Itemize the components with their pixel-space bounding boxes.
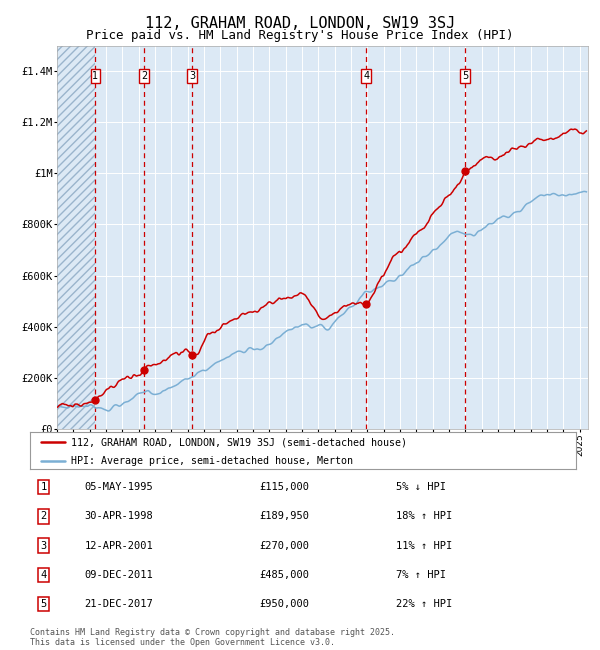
Text: 112, GRAHAM ROAD, LONDON, SW19 3SJ: 112, GRAHAM ROAD, LONDON, SW19 3SJ: [145, 16, 455, 31]
Text: 05-MAY-1995: 05-MAY-1995: [85, 482, 154, 492]
Text: 4: 4: [363, 72, 370, 81]
Text: 2: 2: [41, 512, 47, 521]
Text: 112, GRAHAM ROAD, LONDON, SW19 3SJ (semi-detached house): 112, GRAHAM ROAD, LONDON, SW19 3SJ (semi…: [71, 437, 407, 447]
Text: HPI: Average price, semi-detached house, Merton: HPI: Average price, semi-detached house,…: [71, 456, 353, 466]
Text: Contains HM Land Registry data © Crown copyright and database right 2025.
This d: Contains HM Land Registry data © Crown c…: [30, 628, 395, 647]
Text: 30-APR-1998: 30-APR-1998: [85, 512, 154, 521]
Text: 21-DEC-2017: 21-DEC-2017: [85, 599, 154, 609]
Text: 1: 1: [92, 72, 98, 81]
Text: 3: 3: [189, 72, 196, 81]
Text: 5: 5: [462, 72, 468, 81]
Text: £115,000: £115,000: [259, 482, 310, 492]
Text: 4: 4: [41, 570, 47, 580]
Text: 2: 2: [141, 72, 147, 81]
Text: £270,000: £270,000: [259, 541, 310, 551]
Text: Price paid vs. HM Land Registry's House Price Index (HPI): Price paid vs. HM Land Registry's House …: [86, 29, 514, 42]
Text: 11% ↑ HPI: 11% ↑ HPI: [396, 541, 452, 551]
Text: 22% ↑ HPI: 22% ↑ HPI: [396, 599, 452, 609]
Text: 09-DEC-2011: 09-DEC-2011: [85, 570, 154, 580]
Text: 5: 5: [41, 599, 47, 609]
Text: 12-APR-2001: 12-APR-2001: [85, 541, 154, 551]
Text: 18% ↑ HPI: 18% ↑ HPI: [396, 512, 452, 521]
Text: 1: 1: [41, 482, 47, 492]
Text: 3: 3: [41, 541, 47, 551]
Text: 7% ↑ HPI: 7% ↑ HPI: [396, 570, 446, 580]
Text: £189,950: £189,950: [259, 512, 310, 521]
Text: £950,000: £950,000: [259, 599, 310, 609]
Text: 5% ↓ HPI: 5% ↓ HPI: [396, 482, 446, 492]
Text: £485,000: £485,000: [259, 570, 310, 580]
